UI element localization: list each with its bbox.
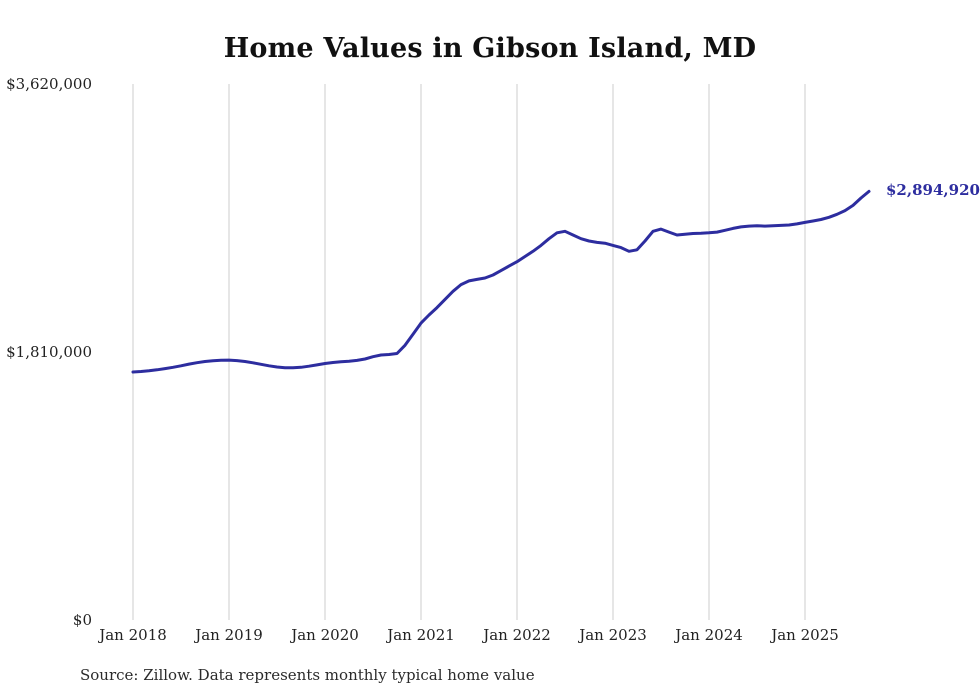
x-axis-tick: Jan 2019 (195, 626, 263, 644)
x-axis-tick: Jan 2022 (483, 626, 551, 644)
chart-title: Home Values in Gibson Island, MD (223, 33, 757, 64)
x-axis-tick: Jan 2021 (387, 626, 455, 644)
x-axis-tick: Jan 2025 (771, 626, 839, 644)
gridlines-group (132, 84, 806, 620)
y-axis-tick-top: $3,620,000 (6, 75, 92, 93)
y-axis-tick-zero: $0 (72, 611, 92, 629)
x-axis-tick: Jan 2020 (291, 626, 359, 644)
home-value-line (131, 189, 871, 374)
end-value-label: $2,894,920 (886, 181, 980, 199)
x-axis-tick: Jan 2018 (99, 626, 167, 644)
x-axis-tick: Jan 2023 (579, 626, 647, 644)
source-attribution: Source: Zillow. Data represents monthly … (80, 666, 535, 684)
x-axis-tick: Jan 2024 (675, 626, 743, 644)
y-axis-tick-middle: $1,810,000 (6, 343, 92, 361)
